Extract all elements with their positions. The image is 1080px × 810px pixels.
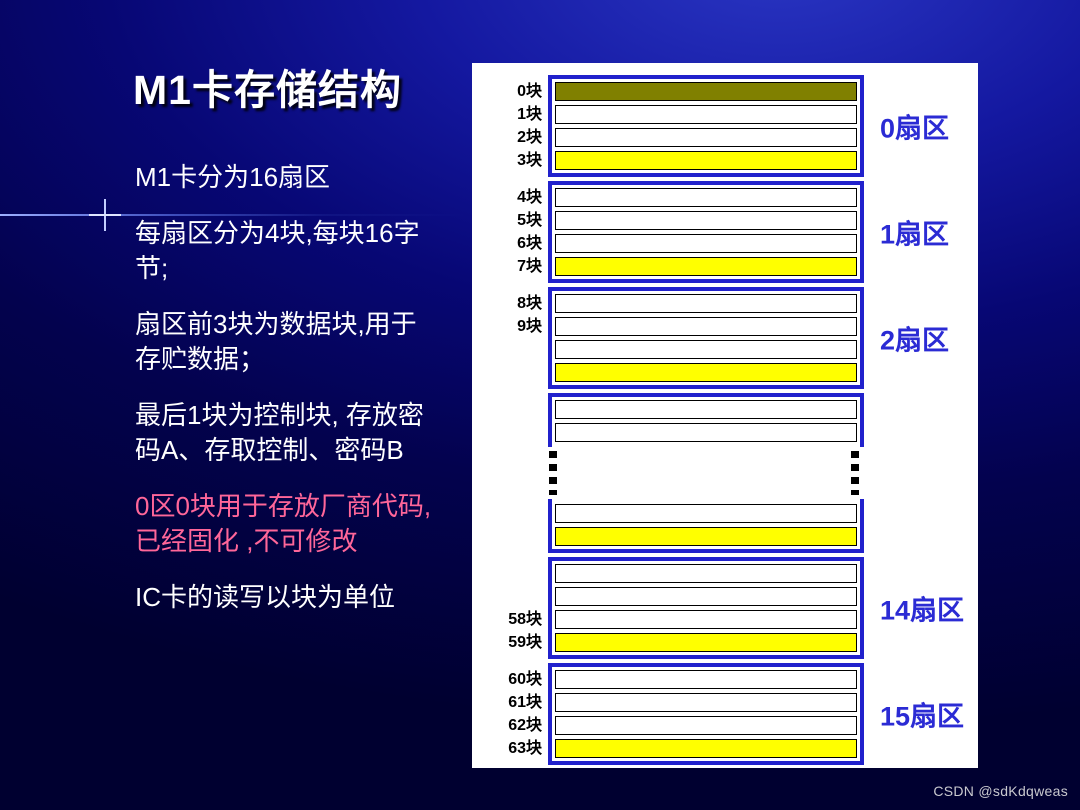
block-data (555, 188, 857, 207)
ellipsis-dots-left (549, 451, 557, 495)
block-label-column (482, 393, 548, 447)
bullet-paragraph: 0区0块用于存放厂商代码,已经固化 ,不可修改 (135, 491, 432, 556)
block-data (555, 340, 857, 359)
sector-block-stack (548, 663, 864, 765)
block-data (555, 716, 857, 735)
omitted-sectors-ellipsis (482, 451, 978, 495)
sector-group (482, 393, 978, 447)
block-label (482, 564, 548, 583)
block-label: 58块 (508, 611, 542, 628)
sector-label: 15扇区 (880, 701, 965, 732)
block-label: 4块 (517, 189, 542, 206)
block-trailer (555, 257, 857, 276)
block-label: 9块 (517, 318, 542, 335)
decorative-cross-horizontal (89, 214, 121, 216)
sector-label: 1扇区 (880, 219, 950, 250)
memory-diagram: 0块 1块 2块 3块 0扇区 4块 5块 6块 7块 1扇区 8块 9块 2扇区 58块 59块 14扇区 6… (482, 75, 978, 765)
block-data (555, 400, 857, 419)
block-label: 62块 (508, 717, 542, 734)
sector-group (482, 499, 978, 553)
block-data (555, 105, 857, 124)
block-label: 60块 (508, 671, 542, 688)
ellipsis-label-spacer (482, 451, 548, 495)
block-label: 3块 (517, 152, 542, 169)
block-label: 59块 (508, 634, 542, 651)
bullet-text-list: M1卡分为16扇区每扇区分为4块,每块16字节; 扇区前3块为数据块,用于存贮数据… (135, 160, 435, 636)
block-data (555, 610, 857, 629)
sector-label: 2扇区 (880, 325, 950, 356)
block-data (555, 693, 857, 712)
sector-block-stack (548, 557, 864, 659)
block-data (555, 587, 857, 606)
page-title: M1卡存储结构 (133, 67, 402, 113)
block-data (555, 211, 857, 230)
sector-block-stack (548, 75, 864, 177)
block-label: 5块 (517, 212, 542, 229)
sector-block-stack (548, 287, 864, 389)
block-label: 63块 (508, 740, 542, 757)
sector-block-stack (548, 499, 864, 553)
block-trailer (555, 151, 857, 170)
block-label (482, 340, 548, 359)
block-label-column: 4块 5块 6块 7块 (482, 181, 548, 283)
block-data (555, 670, 857, 689)
block-label: 61块 (508, 694, 542, 711)
sector-group: 0块 1块 2块 3块 0扇区 (482, 75, 978, 177)
bullet-paragraph: 每扇区分为4块,每块16字节; (135, 218, 420, 283)
block-label: 0块 (517, 83, 542, 100)
decorative-line (0, 214, 465, 216)
sector-label: 0扇区 (880, 113, 950, 144)
bullet-paragraph: 扇区前3块为数据块,用于存贮数据； (135, 309, 417, 374)
block-data (555, 294, 857, 313)
block-vendor (555, 82, 857, 101)
ellipsis-dots-right (851, 451, 859, 495)
block-label: 1块 (517, 106, 542, 123)
bullet-paragraph: M1卡分为16扇区 (135, 162, 331, 192)
block-trailer (555, 739, 857, 758)
watermark: CSDN @sdKdqweas (933, 783, 1068, 799)
block-trailer (555, 527, 857, 546)
block-data (555, 423, 857, 442)
bullet-paragraph: 最后1块为控制块, 存放密码A、存取控制、密码B (135, 400, 424, 465)
block-label-column: 8块 9块 (482, 287, 548, 389)
block-label-column: 60块 61块 62块 63块 (482, 663, 548, 765)
block-trailer (555, 363, 857, 382)
diagram-panel: 0块 1块 2块 3块 0扇区 4块 5块 6块 7块 1扇区 8块 9块 2扇区 58块 59块 14扇区 6… (472, 63, 978, 768)
block-label: 6块 (517, 235, 542, 252)
sector-group: 4块 5块 6块 7块 1扇区 (482, 181, 978, 283)
block-data (555, 564, 857, 583)
block-label-column: 58块 59块 (482, 557, 548, 659)
block-trailer (555, 633, 857, 652)
sector-group: 60块 61块 62块 63块 15扇区 (482, 663, 978, 765)
block-label (482, 502, 548, 521)
block-data (555, 128, 857, 147)
sector-block-stack (548, 181, 864, 283)
bullet-paragraph: IC卡的读写以块为单位 (135, 582, 396, 612)
sector-group: 58块 59块 14扇区 (482, 557, 978, 659)
block-label (482, 423, 548, 442)
block-label-column (482, 499, 548, 553)
block-data (555, 317, 857, 336)
sector-group: 8块 9块 2扇区 (482, 287, 978, 389)
block-data (555, 234, 857, 253)
block-label-column: 0块 1块 2块 3块 (482, 75, 548, 177)
block-label: 7块 (517, 258, 542, 275)
block-label (482, 400, 548, 419)
block-data (555, 504, 857, 523)
block-label (482, 363, 548, 382)
block-label (482, 525, 548, 544)
sector-block-stack (548, 393, 864, 447)
block-label: 2块 (517, 129, 542, 146)
block-label (482, 587, 548, 606)
sector-label: 14扇区 (880, 595, 965, 626)
ellipsis-body (548, 451, 864, 495)
block-label: 8块 (517, 295, 542, 312)
